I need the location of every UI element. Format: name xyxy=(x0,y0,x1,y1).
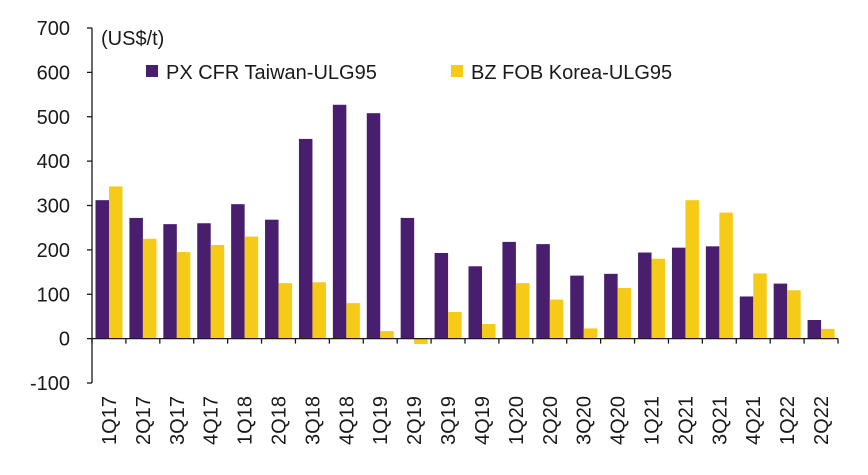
bar-bz-2q22 xyxy=(821,328,835,339)
bar-bz-1q22 xyxy=(787,290,801,339)
legend-label-bz: BZ FOB Korea-ULG95 xyxy=(471,62,672,84)
x-tick-label: 2Q22 xyxy=(811,396,833,445)
bar-bz-3q21 xyxy=(719,212,733,339)
y-tick-label: 700 xyxy=(37,18,70,40)
bar-bz-1q21 xyxy=(651,258,666,339)
bar-px-1q21 xyxy=(638,252,652,339)
y-tick-label: 600 xyxy=(37,62,70,84)
x-tick-label: 3Q18 xyxy=(302,396,324,445)
bar-px-1q18 xyxy=(231,204,245,339)
x-tick-label: 2Q21 xyxy=(675,396,697,445)
x-tick-label: 1Q19 xyxy=(370,396,392,445)
bar-bz-4q21 xyxy=(753,273,767,339)
legend-swatch-bz xyxy=(451,65,463,77)
y-tick-label: 200 xyxy=(37,240,70,262)
bar-px-1q20 xyxy=(502,241,516,339)
x-tick-label: 2Q19 xyxy=(404,396,426,445)
bar-bz-3q19 xyxy=(448,312,462,339)
x-tick-label: 2Q20 xyxy=(540,396,562,445)
y-tick-label: 0 xyxy=(59,329,70,351)
bar-px-3q19 xyxy=(434,252,449,339)
bar-bz-2q17 xyxy=(142,238,157,339)
x-tick-label: 4Q18 xyxy=(336,396,358,445)
x-tick-label: 2Q17 xyxy=(133,396,155,445)
bar-px-4q17 xyxy=(197,223,211,339)
x-tick-label: 4Q21 xyxy=(743,396,765,445)
bar-px-2q17 xyxy=(129,217,143,339)
legend-swatch-px xyxy=(146,65,158,77)
bar-bz-2q18 xyxy=(278,283,293,339)
bar-px-3q17 xyxy=(163,224,177,339)
y-tick-label: 300 xyxy=(37,196,70,218)
bar-px-4q20 xyxy=(604,273,618,339)
bar-bz-3q17 xyxy=(176,252,191,339)
bar-bz-3q18 xyxy=(312,282,326,339)
y-tick-label: 500 xyxy=(37,107,70,129)
x-tick-label: 1Q21 xyxy=(642,396,664,445)
bar-bz-2q19 xyxy=(414,338,428,344)
unit-label: (US$/t) xyxy=(101,28,164,50)
x-tick-label: 1Q17 xyxy=(99,396,121,445)
bar-bz-2q20 xyxy=(549,299,564,339)
bar-bz-4q18 xyxy=(346,303,360,339)
bar-px-3q20 xyxy=(570,275,584,339)
y-tick-label: -100 xyxy=(30,373,70,395)
bar-px-2q20 xyxy=(536,244,550,339)
bar-bz-4q20 xyxy=(617,288,632,339)
x-tick-label: 4Q19 xyxy=(472,396,494,445)
bar-bz-3q20 xyxy=(583,328,598,339)
x-tick-label: 1Q20 xyxy=(506,396,528,445)
legend: PX CFR Taiwan-ULG95 BZ FOB Korea-ULG95 xyxy=(146,62,672,84)
y-tick-label: 100 xyxy=(37,284,70,306)
bar-px-3q21 xyxy=(705,246,720,339)
legend-item-px: PX CFR Taiwan-ULG95 xyxy=(146,62,377,84)
x-tick-label: 3Q21 xyxy=(709,396,731,445)
bar-px-2q21 xyxy=(671,247,686,339)
bar-bz-4q19 xyxy=(482,323,496,339)
bar-bz-2q21 xyxy=(685,200,699,339)
bar-px-4q19 xyxy=(468,266,482,339)
bar-px-2q19 xyxy=(400,217,415,339)
bar-px-1q22 xyxy=(773,283,788,339)
bar-bz-1q18 xyxy=(244,236,259,339)
bar-bz-4q17 xyxy=(210,244,225,339)
bar-bz-1q17 xyxy=(109,186,123,339)
bar-bz-1q19 xyxy=(380,331,394,339)
x-tick-label: 4Q17 xyxy=(201,396,223,445)
x-tick-label: 3Q20 xyxy=(574,396,596,445)
bar-px-2q22 xyxy=(807,319,822,339)
x-tick-label: 4Q20 xyxy=(608,396,630,445)
legend-item-bz: BZ FOB Korea-ULG95 xyxy=(451,62,672,84)
bar-px-1q19 xyxy=(366,113,381,339)
y-axis: -100 0 100 200 300 400 500 600 700 xyxy=(30,18,93,395)
bar-px-4q18 xyxy=(332,104,347,339)
bar-bz-1q20 xyxy=(515,283,530,339)
bar-px-1q17 xyxy=(95,200,109,339)
x-tick-label: 3Q17 xyxy=(167,396,189,445)
bar-px-2q18 xyxy=(265,219,279,339)
bar-px-3q18 xyxy=(298,138,313,339)
x-tick-label: 1Q22 xyxy=(777,396,799,445)
x-tick-label: 2Q18 xyxy=(269,396,291,445)
x-tick-label: 1Q18 xyxy=(235,396,257,445)
bars xyxy=(95,104,835,344)
legend-label-px: PX CFR Taiwan-ULG95 xyxy=(166,62,377,84)
y-tick-label: 400 xyxy=(37,151,70,173)
x-axis: 1Q17 2Q17 3Q17 4Q17 1Q18 2Q18 3Q18 4Q18 1Q19 2Q19… xyxy=(91,337,839,445)
bar-px-4q21 xyxy=(739,296,754,339)
x-tick-label: 3Q19 xyxy=(438,396,460,445)
